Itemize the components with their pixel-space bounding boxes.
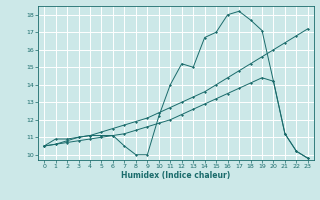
X-axis label: Humidex (Indice chaleur): Humidex (Indice chaleur) bbox=[121, 171, 231, 180]
